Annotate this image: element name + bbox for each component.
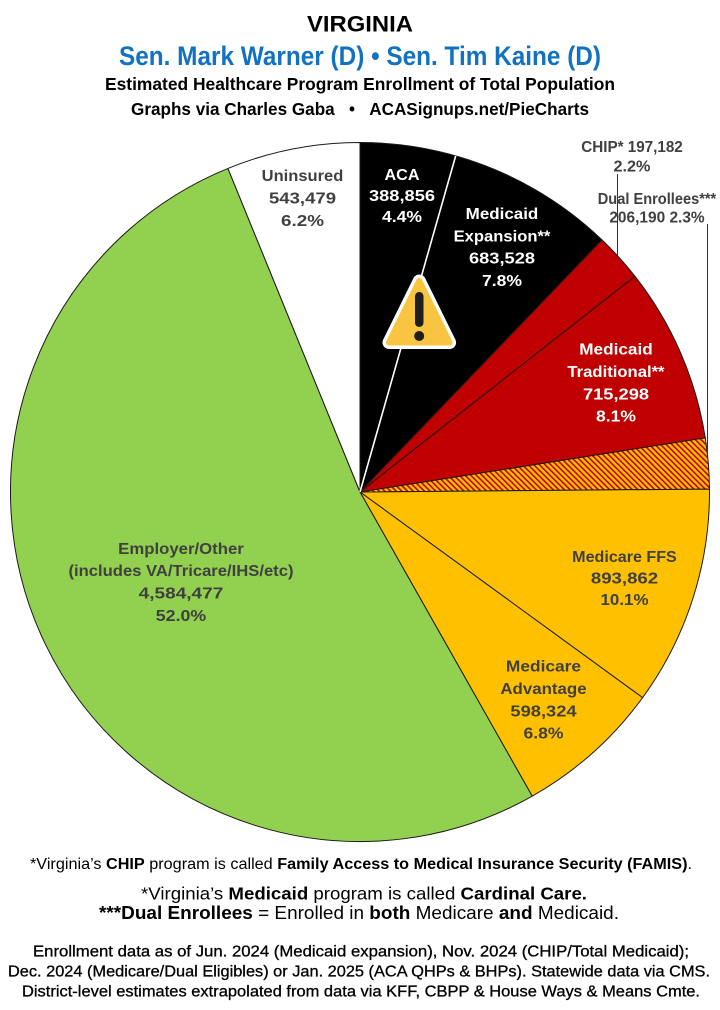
svg-text:206,190 2.3%: 206,190 2.3%	[609, 210, 705, 227]
svg-text:Advantage: Advantage	[500, 681, 587, 698]
svg-text:4.4%: 4.4%	[382, 209, 422, 226]
svg-text:Medicaid: Medicaid	[466, 206, 539, 223]
svg-text:715,298: 715,298	[583, 386, 649, 403]
svg-text:Enrollment data as of Jun. 202: Enrollment data as of Jun. 2024 (Medicai…	[33, 944, 689, 961]
svg-text:Medicare: Medicare	[506, 659, 582, 676]
svg-text:Medicaid: Medicaid	[579, 342, 653, 359]
svg-text:893,862: 893,862	[591, 570, 658, 587]
svg-text:598,324: 598,324	[510, 703, 577, 720]
svg-text:6.8%: 6.8%	[524, 726, 564, 743]
svg-text:*Virginia’s Medicaid program i: *Virginia’s Medicaid program is called C…	[141, 884, 587, 904]
svg-text:6.2%: 6.2%	[281, 213, 324, 230]
svg-text:Medicare FFS: Medicare FFS	[572, 549, 677, 566]
svg-text:4,584,477: 4,584,477	[139, 586, 224, 603]
svg-text:CHIP* 197,182: CHIP* 197,182	[581, 139, 683, 156]
svg-text:10.1%: 10.1%	[601, 592, 649, 609]
svg-text:Employer/Other: Employer/Other	[118, 541, 244, 558]
svg-text:VIRGINIA: VIRGINIA	[307, 12, 413, 37]
svg-text:388,856: 388,856	[369, 188, 435, 205]
svg-text:Uninsured: Uninsured	[262, 168, 344, 185]
svg-text:*Virginia’s CHIP program is ca: *Virginia’s CHIP program is called Famil…	[30, 856, 692, 873]
svg-text:District-level estimates extra: District-level estimates extrapolated fr…	[22, 984, 700, 1001]
svg-text:Estimated Healthcare Program E: Estimated Healthcare Program Enrollment …	[105, 74, 615, 94]
svg-text:7.8%: 7.8%	[482, 273, 522, 290]
svg-text:Sen. Mark Warner (D) • Sen. Ti: Sen. Mark Warner (D) • Sen. Tim Kaine (D…	[119, 41, 601, 71]
svg-text:683,528: 683,528	[469, 251, 535, 268]
svg-text:8.1%: 8.1%	[596, 409, 636, 426]
svg-text:2.2%: 2.2%	[614, 159, 651, 176]
svg-text:(includes VA/Tricare/IHS/etc): (includes VA/Tricare/IHS/etc)	[69, 563, 294, 580]
svg-text:543,479: 543,479	[269, 191, 336, 208]
svg-text:Traditional**: Traditional**	[567, 364, 665, 381]
svg-text:***Dual Enrollees = Enrolled i: ***Dual Enrollees = Enrolled in both Med…	[99, 903, 619, 923]
svg-text:Dec. 2024 (Medicare/Dual Eligi: Dec. 2024 (Medicare/Dual Eligibles) or J…	[8, 964, 710, 981]
svg-text:Graphs via Charles Gaba •: Graphs via Charles Gaba • ACASignups.net…	[131, 99, 589, 119]
svg-text:ACA: ACA	[385, 167, 420, 184]
svg-text:Expansion**: Expansion**	[454, 228, 552, 245]
svg-text:52.0%: 52.0%	[156, 608, 207, 625]
svg-text:Dual Enrollees***: Dual Enrollees***	[598, 191, 717, 208]
